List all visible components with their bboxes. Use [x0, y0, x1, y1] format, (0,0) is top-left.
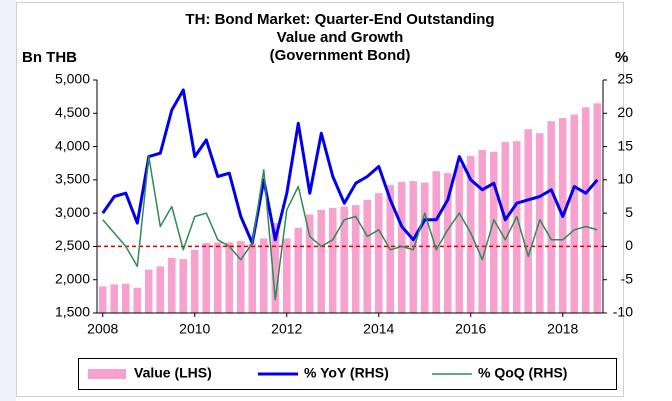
line	[102, 155, 598, 301]
y2-tick-label: 0	[625, 237, 633, 253]
bar	[167, 257, 176, 313]
y2-tick-label: 5	[625, 204, 633, 220]
x-tick-label: 2010	[179, 321, 210, 337]
bar	[225, 242, 234, 313]
y2-tick-label: -10	[613, 304, 633, 320]
y-tick-label: 2,000	[55, 270, 90, 286]
bar	[363, 199, 372, 313]
bar	[213, 242, 222, 313]
x-tick-label: 2008	[87, 321, 118, 337]
bar	[133, 287, 142, 313]
bar	[535, 133, 544, 313]
bar	[420, 182, 429, 313]
bar	[190, 249, 199, 313]
legend-swatch	[88, 369, 126, 379]
y-tick-label: 1,500	[55, 304, 90, 320]
y2-tick-label: 15	[617, 137, 633, 153]
bar	[121, 283, 130, 313]
bar	[271, 223, 280, 313]
bar	[432, 171, 441, 313]
legend-box	[78, 358, 617, 390]
x-tick-label: 2016	[455, 321, 486, 337]
legend-label: Value (LHS)	[134, 365, 212, 381]
bar	[524, 129, 533, 313]
bar	[340, 206, 349, 313]
y-tick-label: 3,500	[55, 171, 90, 187]
y-tick-label: 3,000	[55, 204, 90, 220]
bar	[351, 205, 360, 313]
side-panel	[0, 0, 16, 401]
legend-label: % QoQ (RHS)	[478, 365, 567, 381]
bar	[328, 207, 337, 313]
y2-tick-label: 10	[617, 171, 633, 187]
bar	[317, 209, 326, 313]
y2-axis-label: %	[615, 49, 628, 66]
x-tick-label: 2012	[271, 321, 302, 337]
bar	[455, 165, 464, 313]
bar	[144, 269, 153, 313]
chart-title: Value and Growth	[277, 29, 404, 46]
bar	[397, 181, 406, 313]
legend-label: % YoY (RHS)	[304, 365, 389, 381]
bar	[443, 173, 452, 313]
x-tick-label: 2014	[363, 321, 394, 337]
bar	[478, 149, 487, 313]
bar	[110, 284, 119, 313]
bar	[489, 151, 498, 313]
bar	[547, 121, 556, 313]
bar	[593, 103, 602, 313]
bar	[248, 243, 257, 313]
x-tick-label: 2018	[547, 321, 578, 337]
bar	[512, 141, 521, 313]
bar	[156, 266, 165, 313]
bar	[98, 286, 107, 313]
y-tick-label: 2,500	[55, 237, 90, 253]
line	[101, 88, 599, 245]
chart-frame	[16, 2, 624, 397]
bar	[294, 227, 303, 313]
bar	[282, 238, 291, 313]
chart-title: (Government Bond)	[270, 47, 411, 64]
y2-tick-label: 25	[617, 71, 633, 87]
chart-title: TH: Bond Market: Quarter-End Outstanding	[185, 11, 494, 28]
y-axis-label: Bn THB	[22, 49, 77, 66]
bar	[305, 214, 314, 313]
bar	[236, 241, 245, 313]
y-tick-label: 4,500	[55, 104, 90, 120]
bar	[501, 141, 510, 313]
y-tick-label: 4,000	[55, 137, 90, 153]
bar	[581, 107, 590, 314]
bar	[259, 238, 268, 313]
bar	[570, 114, 579, 313]
bar	[179, 259, 188, 313]
y2-tick-label: 20	[617, 104, 633, 120]
bar	[374, 193, 383, 313]
bar	[202, 243, 211, 313]
y2-tick-label: -5	[621, 270, 634, 286]
y-tick-label: 5,000	[55, 71, 90, 87]
